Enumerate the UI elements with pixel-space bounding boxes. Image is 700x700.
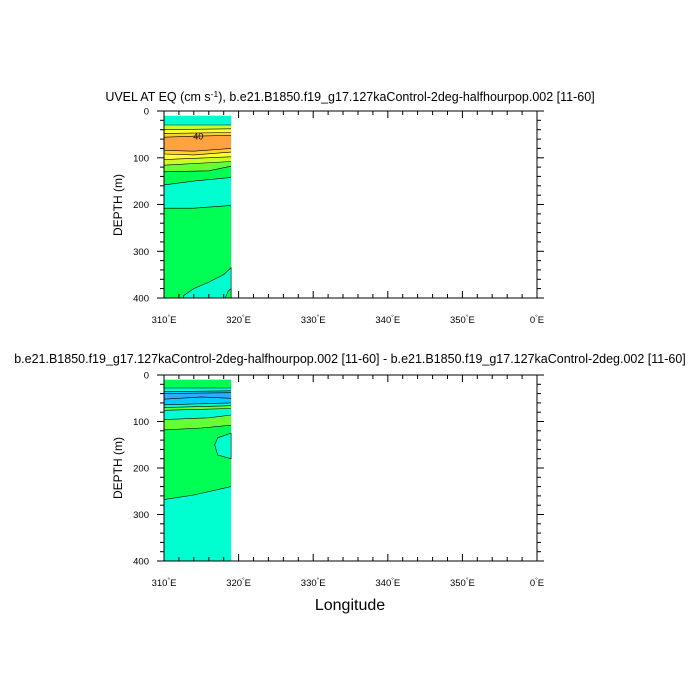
x-tick-label: 350°E	[450, 313, 475, 326]
contour-line-10	[163, 486, 232, 500]
contour-line-6	[163, 151, 232, 156]
x-axis-label: Longitude	[315, 597, 385, 614]
y-tick-label: 200	[133, 200, 149, 211]
y-tick-label: 100	[133, 417, 149, 428]
y-axis: 0 100 200 300 400	[133, 371, 544, 568]
contour-band-9	[164, 425, 232, 500]
contour-band-8	[164, 161, 232, 172]
y-tick-label: 300	[133, 510, 149, 521]
x-tick-label: 320°E	[226, 313, 251, 326]
contour-band-11	[164, 205, 232, 298]
contour-band-6	[164, 405, 232, 411]
contour-line-2	[163, 128, 232, 130]
upper-panel-y-axis-label: DEPTH (m)	[111, 174, 125, 236]
x-tick-label: 320°E	[226, 576, 251, 589]
contour-band-5	[164, 402, 232, 408]
x-tick-label: 340°E	[375, 313, 400, 326]
contour-value-label: 40	[193, 132, 203, 142]
contour-line-8	[163, 414, 232, 420]
contour-line-4	[163, 135, 232, 138]
contour-band-3	[164, 132, 232, 138]
contour-fill	[163, 379, 232, 561]
contour-line-7	[163, 408, 232, 411]
y-tick-label: 200	[133, 464, 149, 475]
x-tick-label: 310°E	[152, 313, 177, 326]
contour-line-7	[163, 156, 232, 160]
contour-line-3	[163, 132, 232, 134]
contour-band-4	[164, 396, 232, 405]
contour-line-6	[163, 405, 232, 408]
contour-line-2	[163, 390, 232, 392]
upper-panel: UVEL AT EQ (cm s-1), b.e21.B1850.f19_g17…	[105, 89, 594, 326]
contour-band-4	[164, 135, 232, 152]
y-axis: 0 100 200 300 400	[133, 107, 544, 305]
x-tick-label: 330°E	[301, 313, 326, 326]
contour-line-5	[163, 148, 232, 152]
y-tick-label: 400	[133, 557, 149, 568]
contour-band-3	[164, 392, 232, 400]
contour-band-1	[164, 125, 232, 130]
y-tick-label: 100	[133, 153, 149, 164]
y-tick-label: 300	[133, 247, 149, 258]
contour-line-5	[163, 402, 232, 406]
y-tick-label: 400	[133, 294, 149, 305]
y-tick-label: 0	[144, 371, 149, 382]
contour-line-9	[163, 165, 232, 173]
contour-band-10	[164, 486, 232, 561]
lower-panel-y-axis-label: DEPTH (m)	[111, 437, 125, 499]
x-axis: 310°E 320°E 330°E 340°E 350°E 0°E	[152, 111, 544, 326]
contour-line-8	[163, 161, 232, 166]
contour-band-6	[164, 152, 232, 160]
x-tick-label: 0°E	[530, 576, 544, 589]
x-tick-label: 350°E	[450, 576, 475, 589]
x-tick-label: 340°E	[375, 576, 400, 589]
lower-panel-title: b.e21.B1850.f19_g17.127kaControl-2deg-ha…	[14, 352, 686, 366]
contour-line-11	[164, 205, 232, 209]
contour-band-2	[164, 128, 232, 134]
contour-band-0	[164, 379, 232, 388]
contour-band-7	[164, 156, 232, 166]
x-axis: 310°E 320°E 330°E 340°E 350°E 0°E	[152, 375, 544, 589]
lower-panel: b.e21.B1850.f19_g17.127kaControl-2deg-ha…	[14, 352, 686, 589]
contour-line-10	[163, 177, 232, 186]
contour-line-4	[163, 396, 232, 400]
contour-band-10	[164, 177, 232, 209]
x-tick-label: 310°E	[152, 576, 177, 589]
x-tick-label: 0°E	[530, 313, 544, 326]
y-tick-label: 0	[144, 107, 149, 118]
contour-band-9	[164, 166, 232, 185]
contour-fill	[163, 115, 232, 299]
contour-band-8	[164, 415, 232, 430]
contour-band-0	[164, 115, 232, 125]
upper-panel-title: UVEL AT EQ (cm s-1), b.e21.B1850.f19_g17…	[105, 89, 594, 104]
contour-line-9	[163, 424, 232, 431]
contour-line-3	[163, 392, 232, 394]
contour-patch-0	[214, 432, 232, 460]
x-tick-label: 330°E	[301, 576, 326, 589]
